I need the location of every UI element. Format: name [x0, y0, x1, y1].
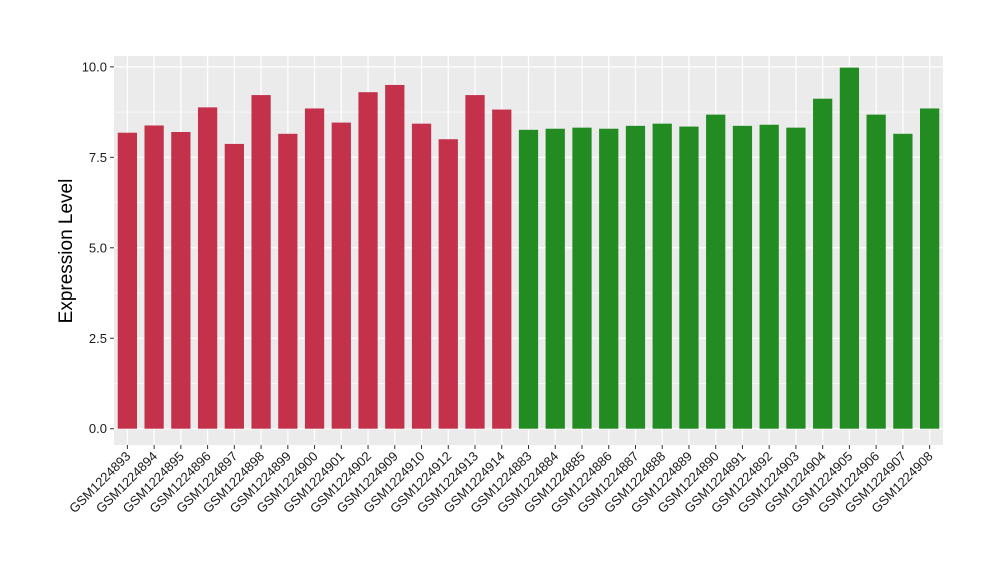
bar-gsm1224914 [492, 109, 512, 429]
bars [117, 67, 940, 429]
y-axis: 0.0 2.5 5.0 7.5 10.0 [82, 59, 114, 436]
x-axis: GSM1224893GSM1224894GSM1224895GSM1224896… [66, 445, 936, 516]
bar-gsm1224909 [385, 84, 405, 429]
bar-gsm1224887 [625, 125, 646, 429]
bar-gsm1224884 [545, 128, 565, 429]
bar-gsm1224893 [117, 132, 137, 429]
bar-gsm1224901 [331, 122, 351, 429]
bar-gsm1224898 [251, 95, 271, 429]
bar-gsm1224905 [839, 67, 860, 429]
bar-gsm1224907 [893, 133, 913, 429]
y-tick-label: 2.5 [89, 331, 107, 346]
y-tick-label: 10.0 [82, 59, 107, 74]
bar-gsm1224900 [304, 108, 325, 429]
bar-gsm1224897 [224, 143, 244, 429]
bar-gsm1224908 [920, 108, 940, 429]
bar-gsm1224899 [278, 133, 298, 429]
bar-gsm1224885 [572, 127, 592, 429]
bar-gsm1224886 [599, 128, 619, 429]
y-tick-label: 0.0 [89, 421, 107, 436]
bar-gsm1224904 [813, 98, 833, 429]
bar-gsm1224888 [652, 123, 672, 429]
bar-gsm1224883 [518, 129, 539, 429]
bar-gsm1224913 [465, 95, 485, 429]
bar-gsm1224902 [358, 92, 378, 429]
y-axis-title: Expression Level [56, 179, 77, 324]
bar-gsm1224892 [759, 124, 779, 429]
bar-gsm1224903 [786, 127, 806, 429]
bar-gsm1224891 [732, 125, 753, 429]
y-tick-label: 5.0 [89, 240, 107, 255]
bar-gsm1224889 [679, 126, 699, 429]
y-tick-label: 7.5 [89, 150, 107, 165]
bar-gsm1224890 [706, 114, 726, 429]
bar-gsm1224910 [411, 123, 432, 429]
bar-gsm1224895 [171, 131, 191, 429]
bar-gsm1224912 [438, 139, 458, 429]
bar-gsm1224906 [866, 114, 886, 429]
bar-gsm1224896 [197, 107, 218, 429]
bar-gsm1224894 [144, 125, 164, 429]
